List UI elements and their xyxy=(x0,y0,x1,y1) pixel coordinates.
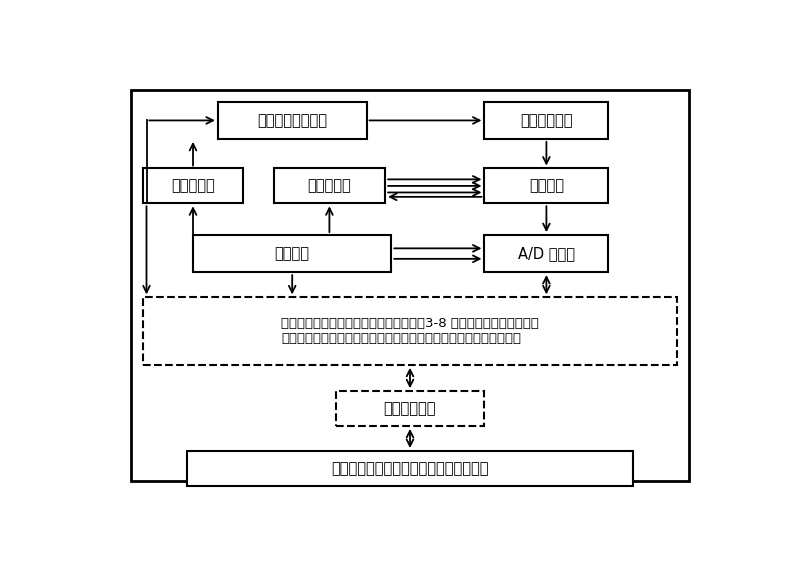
Text: 光干涉瓦斯传感器: 光干涉瓦斯传感器 xyxy=(258,113,327,128)
Text: 安装有数据采集和处理软件的上位计算机: 安装有数据采集和处理软件的上位计算机 xyxy=(331,461,489,476)
Bar xyxy=(485,235,608,272)
Text: 信号调理电路: 信号调理电路 xyxy=(520,113,573,128)
Bar xyxy=(187,451,634,486)
Text: 由微处理器、数据存储器、程序存储器、3-8 线译码器、地址锁存器、
定制时钟信号发生器与微处理器监控电路组成的数据采集和处理模块: 由微处理器、数据存储器、程序存储器、3-8 线译码器、地址锁存器、 定制时钟信号… xyxy=(281,317,539,345)
Bar xyxy=(485,102,608,139)
Bar xyxy=(131,90,689,481)
Text: 系统电源: 系统电源 xyxy=(274,246,310,261)
Text: 模拟开关: 模拟开关 xyxy=(529,179,564,193)
Bar xyxy=(274,168,386,204)
Bar xyxy=(218,102,366,139)
Bar xyxy=(485,168,608,204)
Text: 温度传感器: 温度传感器 xyxy=(307,179,351,193)
Bar xyxy=(193,235,391,272)
Text: 数据传输模块: 数据传输模块 xyxy=(384,401,436,416)
Bar xyxy=(143,168,242,204)
Text: 气压传感器: 气压传感器 xyxy=(171,179,215,193)
Text: A/D 转换器: A/D 转换器 xyxy=(518,246,575,261)
Bar xyxy=(336,391,485,426)
Bar xyxy=(143,297,677,365)
